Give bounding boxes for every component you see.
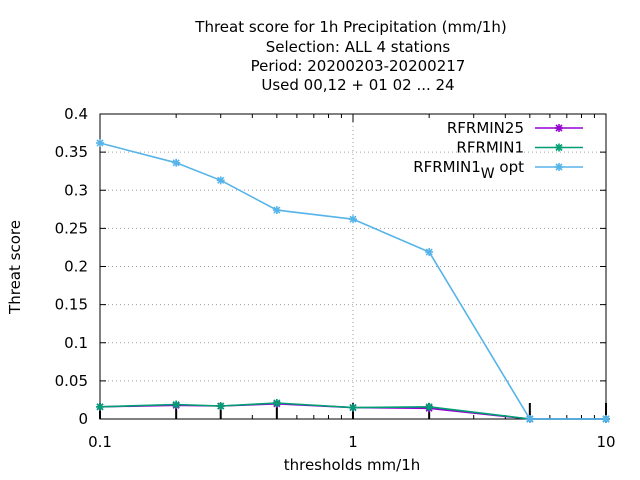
plot-frame (99, 113, 607, 420)
data-point (216, 176, 225, 185)
y-tick-label: 0 (78, 410, 88, 428)
data-point (216, 402, 225, 411)
chart-title: Threat score for 1h Precipitation (mm/1h… (194, 18, 506, 94)
y-tick-label: 0.3 (64, 181, 88, 199)
data-point (425, 402, 434, 411)
data-point (96, 138, 104, 147)
data-point (172, 158, 181, 167)
title-line-3: Period: 20200203-20200217 (251, 57, 466, 75)
legend-label: RFRMIN25 (447, 119, 524, 137)
y-axis-label: Threat score (6, 220, 24, 315)
y-tick-label: 0.2 (64, 258, 88, 276)
title-line-2: Selection: ALL 4 stations (266, 38, 451, 56)
y-tick-label: 0.4 (64, 105, 88, 123)
grid (100, 114, 606, 419)
legend-label: RFRMIN1W opt (413, 158, 524, 182)
legend-entry-0: RFRMIN25 (447, 119, 583, 137)
legend-entry-2: RFRMIN1W opt (413, 158, 583, 182)
data-point (349, 403, 357, 412)
legend-swatch-marker (555, 163, 563, 171)
x-tick-label: 10 (596, 433, 615, 451)
title-line-4: Used 00,12 + 01 02 ... 24 (261, 76, 454, 94)
series (96, 138, 610, 423)
axes: 0 0.05 0.1 0.15 0.2 0.25 0.3 0.35 0.4 0.1 1 10 (55, 105, 616, 451)
y-tick-label: 0.35 (55, 143, 88, 161)
series-line (99, 142, 606, 420)
y-tick-label: 0.15 (55, 296, 88, 314)
y-tick-label: 0.25 (55, 219, 88, 237)
x-tick-label: 0.1 (88, 433, 112, 451)
title-line-1: Threat score for 1h Precipitation (mm/1h… (194, 18, 506, 36)
data-point (272, 398, 281, 407)
data-point (425, 248, 434, 257)
data-point (96, 402, 104, 411)
x-axis-label: thresholds mm/1h (284, 456, 421, 474)
data-point (172, 400, 181, 409)
legend-label: RFRMIN1 (456, 139, 524, 157)
legend-swatch-marker (555, 143, 563, 152)
data-point (525, 415, 534, 423)
series-line (99, 402, 606, 420)
data-point (349, 215, 357, 224)
legend-entry-1: RFRMIN1 (456, 139, 583, 157)
data-point (602, 415, 610, 423)
y-tick-label: 0.1 (64, 334, 88, 352)
x-tick-label: 1 (348, 433, 358, 451)
data-point (272, 206, 281, 215)
legend-swatch-marker (555, 124, 563, 132)
y-tick-label: 0.05 (55, 372, 88, 390)
series-2 (96, 138, 610, 423)
